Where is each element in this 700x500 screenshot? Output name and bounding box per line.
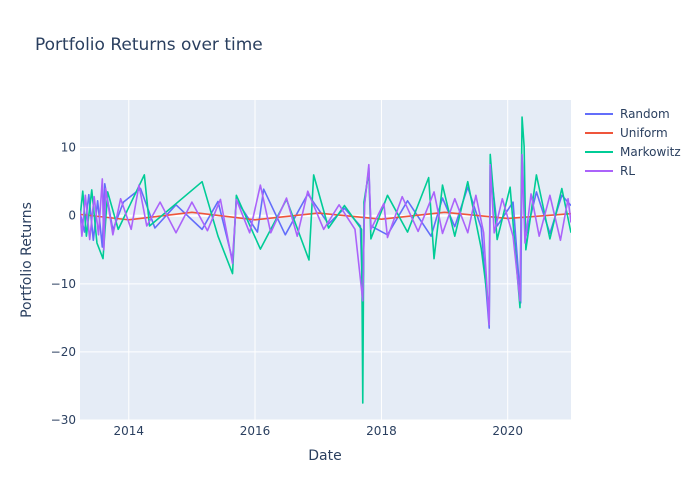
legend[interactable]: Random Uniform Markowitz RL [585,107,681,178]
legend-label: Random [620,107,670,121]
x-tick-label: 2018 [366,424,397,438]
legend-item-rl[interactable]: RL [585,164,635,178]
x-tick-label: 2014 [113,424,144,438]
legend-item-markowitz[interactable]: Markowitz [585,145,681,159]
legend-label: Markowitz [620,145,681,159]
y-tick-label: −30 [51,413,76,427]
y-tick-labels: 10 0 −10 −20 −30 [51,141,76,427]
legend-item-uniform[interactable]: Uniform [585,126,668,140]
x-axis-title: Date [308,448,341,464]
legend-label: Uniform [620,126,668,140]
y-tick-label: −10 [51,277,76,291]
legend-item-random[interactable]: Random [585,107,670,121]
y-tick-label: −20 [51,345,76,359]
x-tick-labels: 2014 2016 2018 2020 [113,424,522,438]
y-tick-label: 0 [68,209,76,223]
series-line-uniform [80,211,571,221]
y-tick-label: 10 [61,141,76,155]
x-gridlines [128,100,509,420]
series-line-rl [80,153,571,326]
series-layer [80,116,571,404]
y-axis-title: Portfolio Returns [19,202,35,318]
legend-label: RL [620,164,635,178]
chart-title: Portfolio Returns over time [35,35,263,55]
x-tick-label: 2016 [240,424,271,438]
x-tick-label: 2020 [492,424,523,438]
